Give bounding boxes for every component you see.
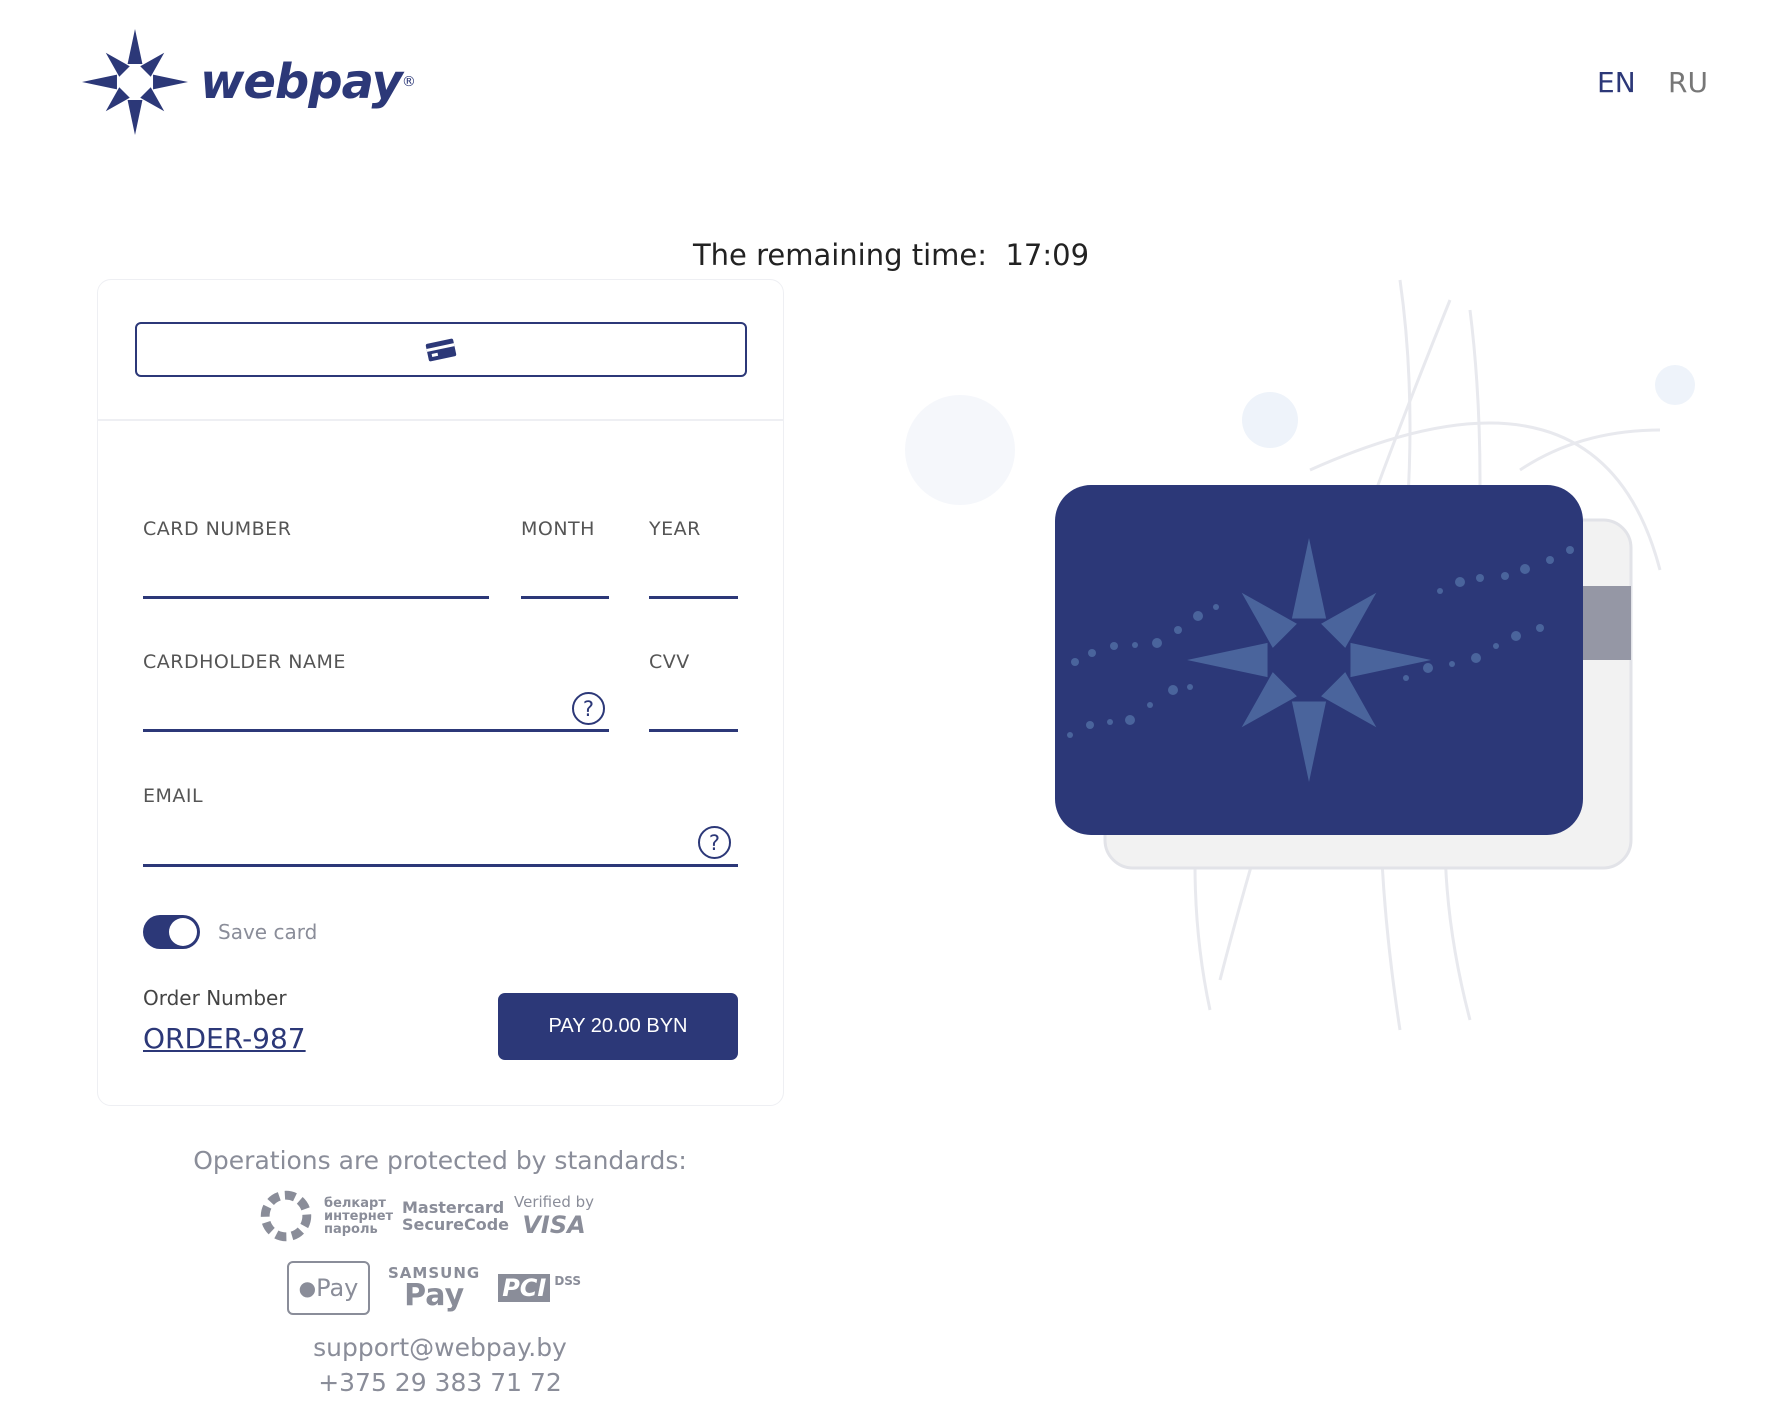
visa-text: VISA bbox=[522, 1211, 586, 1239]
security-badges-row-2: ● Pay SAMSUNG Pay PCI DSS bbox=[287, 1260, 607, 1316]
cardholder-input[interactable] bbox=[143, 729, 609, 732]
credit-card-icon bbox=[425, 338, 457, 361]
cvv-input[interactable] bbox=[649, 729, 738, 732]
belkart-icon bbox=[260, 1190, 312, 1242]
lang-en[interactable]: EN bbox=[1597, 66, 1636, 99]
support-email[interactable]: support@webpay.by bbox=[313, 1333, 567, 1362]
belkart-badge: белкарт интернет пароль bbox=[324, 1195, 394, 1237]
bubble bbox=[1242, 392, 1298, 448]
samsung-pay-badge: SAMSUNG Pay bbox=[388, 1263, 481, 1313]
protected-text: Operations are protected by standards: bbox=[193, 1146, 687, 1175]
security-badges-row-1: белкарт интернет пароль Mastercard Secur… bbox=[260, 1188, 620, 1244]
samsung-text: SAMSUNG bbox=[388, 1263, 481, 1282]
samsung-pay-text: Pay bbox=[404, 1277, 465, 1313]
card-number-label: CARD NUMBER bbox=[143, 518, 292, 540]
year-label: YEAR bbox=[649, 518, 701, 540]
toggle-knob bbox=[169, 918, 197, 946]
apple-icon: ● bbox=[298, 1276, 317, 1300]
card-payment-tab[interactable] bbox=[135, 322, 747, 377]
save-card-toggle[interactable] bbox=[143, 915, 200, 949]
magnetic-stripe bbox=[1580, 586, 1631, 660]
year-input[interactable] bbox=[649, 596, 738, 599]
email-help-icon[interactable]: ? bbox=[698, 826, 731, 859]
bubble bbox=[1655, 365, 1695, 405]
support-phone: +375 29 383 71 72 bbox=[318, 1368, 562, 1397]
payment-form: CARD NUMBER MONTH YEAR CARDHOLDER NAME ?… bbox=[97, 279, 784, 1106]
visa-badge: Verified by VISA bbox=[514, 1193, 594, 1239]
pci-dss-badge: PCI DSS bbox=[498, 1274, 581, 1302]
pci-text: PCI bbox=[498, 1274, 551, 1302]
dss-text: DSS bbox=[554, 1274, 582, 1288]
logo-text: webpay bbox=[200, 54, 403, 110]
apple-pay-text: Pay bbox=[316, 1274, 359, 1302]
star-logo-icon bbox=[82, 29, 188, 135]
month-input[interactable] bbox=[521, 596, 609, 599]
lang-ru[interactable]: RU bbox=[1668, 66, 1708, 99]
cardholder-help-icon[interactable]: ? bbox=[572, 692, 605, 725]
registered-mark: ® bbox=[401, 74, 416, 90]
month-label: MONTH bbox=[521, 518, 595, 540]
cvv-label: CVV bbox=[649, 651, 690, 673]
apple-pay-badge: ● Pay bbox=[287, 1261, 370, 1315]
pay-button[interactable]: PAY 20.00 BYN bbox=[498, 993, 738, 1060]
order-number-label: Order Number bbox=[143, 986, 287, 1010]
mastercard-badge: Mastercard SecureCode bbox=[402, 1198, 510, 1234]
cardholder-label: CARDHOLDER NAME bbox=[143, 651, 346, 673]
visa-verified-text: Verified by bbox=[514, 1193, 595, 1211]
card-front bbox=[1055, 485, 1583, 835]
email-label: EMAIL bbox=[143, 785, 204, 807]
email-input[interactable] bbox=[143, 864, 738, 867]
timer-label: The remaining time: bbox=[692, 238, 988, 272]
remaining-time: The remaining time: 17:09 bbox=[0, 238, 1782, 272]
timer-value: 17:09 bbox=[1005, 238, 1090, 272]
card-number-input[interactable] bbox=[143, 596, 489, 599]
card-dots bbox=[1067, 546, 1574, 738]
card-illustration bbox=[905, 279, 1695, 1031]
divider bbox=[98, 419, 783, 421]
bubble bbox=[905, 395, 1015, 505]
webpay-logo: webpay ® bbox=[80, 29, 416, 135]
order-number-link[interactable]: ORDER-987 bbox=[143, 1022, 306, 1055]
save-card-label: Save card bbox=[218, 920, 318, 944]
